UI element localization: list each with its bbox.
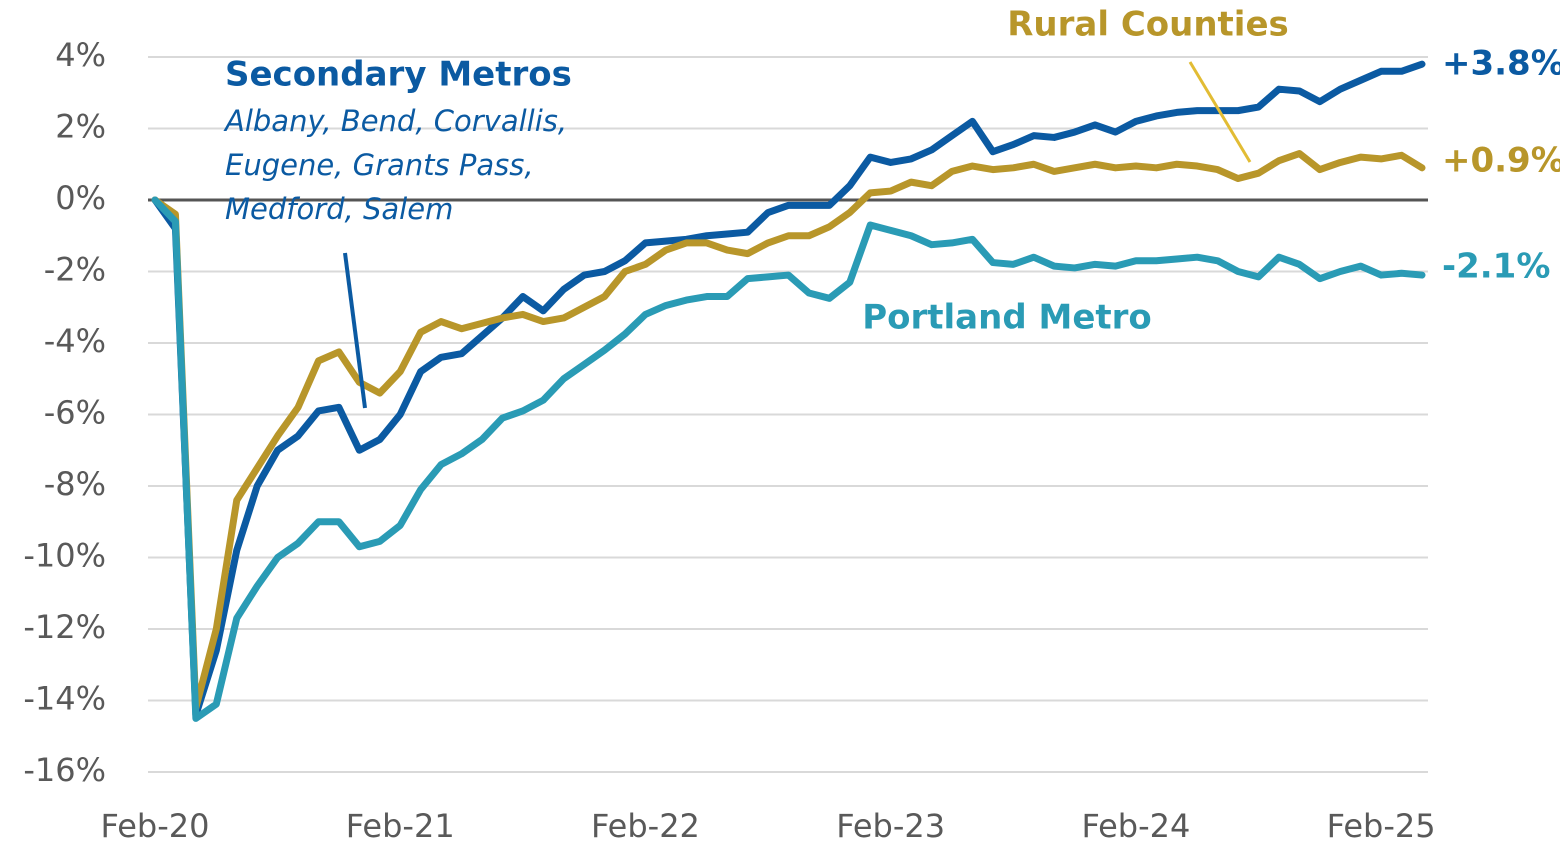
series-line (151, 150, 1426, 712)
y-tick-label: -14% (23, 680, 106, 718)
y-tick-label: 2% (55, 108, 106, 146)
x-tick-label: Feb-24 (1081, 807, 1190, 845)
end-label: +3.8% (1442, 44, 1560, 84)
leader-line (343, 252, 367, 409)
x-tick-label: Feb-21 (346, 807, 455, 845)
y-tick-label: 0% (55, 179, 106, 217)
end-label: +0.9% (1442, 141, 1560, 181)
x-tick-label: Feb-25 (1327, 807, 1436, 845)
annotation: Medford, Salem (225, 192, 453, 226)
leader-line (1188, 61, 1252, 163)
y-tick-label: -4% (44, 322, 106, 360)
series-line (151, 196, 1426, 722)
annotation: Albany, Bend, Corvallis, (223, 104, 567, 138)
y-tick-label: -10% (23, 537, 106, 575)
y-tick-label: -16% (23, 751, 106, 789)
y-tick-label: 4% (55, 36, 106, 74)
series-label: Rural Counties (1007, 5, 1289, 45)
end-label: -2.1% (1442, 247, 1550, 287)
y-tick-label: -8% (44, 465, 106, 503)
plot: -16% -14% -12% -10% -8% -6% -4% -2% 0% 2% 4% Feb-20… (23, 36, 1560, 845)
y-tick-label: -6% (44, 394, 106, 432)
y-tick-label: -12% (23, 608, 106, 646)
x-tick-label: Feb-23 (836, 807, 945, 845)
y-tick-label: -2% (44, 251, 106, 289)
x-tick-label: Feb-20 (101, 807, 210, 845)
x-tick-label: Feb-22 (591, 807, 700, 845)
series-label: Portland Metro (862, 298, 1152, 338)
annotation: Eugene, Grants Pass, (225, 148, 534, 182)
series-label: Secondary Metros (225, 55, 572, 95)
series-line (151, 60, 1426, 719)
